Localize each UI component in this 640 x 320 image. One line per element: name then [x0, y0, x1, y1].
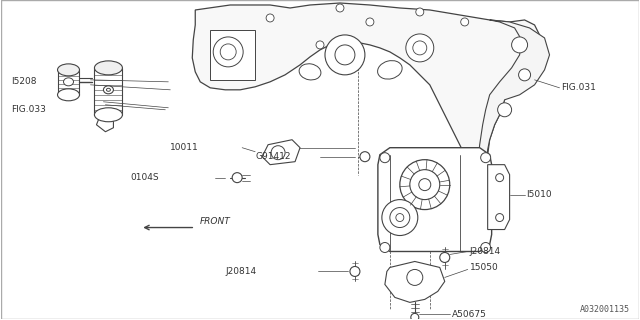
- Circle shape: [316, 41, 324, 49]
- Ellipse shape: [106, 88, 111, 91]
- Circle shape: [232, 173, 242, 183]
- Text: I5208: I5208: [11, 77, 36, 86]
- Circle shape: [419, 179, 431, 191]
- Polygon shape: [477, 20, 550, 175]
- Circle shape: [461, 18, 468, 26]
- Polygon shape: [378, 148, 492, 252]
- Ellipse shape: [378, 60, 402, 79]
- Ellipse shape: [58, 89, 79, 101]
- Polygon shape: [262, 140, 300, 165]
- Circle shape: [407, 269, 423, 285]
- Circle shape: [400, 160, 450, 210]
- Circle shape: [382, 200, 418, 236]
- Circle shape: [325, 35, 365, 75]
- Circle shape: [271, 146, 285, 160]
- Text: G91412: G91412: [255, 152, 291, 161]
- Circle shape: [406, 34, 434, 62]
- Circle shape: [518, 69, 531, 81]
- Text: FIG.033: FIG.033: [11, 105, 45, 114]
- Circle shape: [410, 170, 440, 200]
- Circle shape: [511, 37, 527, 53]
- Text: J20814: J20814: [225, 267, 256, 276]
- Ellipse shape: [95, 61, 122, 75]
- Polygon shape: [58, 70, 79, 95]
- Text: FIG.031: FIG.031: [561, 83, 596, 92]
- Text: J20814: J20814: [470, 247, 501, 256]
- Polygon shape: [488, 165, 509, 229]
- Circle shape: [350, 267, 360, 276]
- Circle shape: [416, 8, 424, 16]
- Circle shape: [495, 174, 504, 182]
- Circle shape: [266, 14, 274, 22]
- Text: A032001135: A032001135: [579, 305, 629, 314]
- Ellipse shape: [104, 86, 113, 94]
- Circle shape: [380, 153, 390, 163]
- Ellipse shape: [299, 64, 321, 80]
- Circle shape: [335, 45, 355, 65]
- Circle shape: [336, 4, 344, 12]
- Ellipse shape: [58, 64, 79, 76]
- Circle shape: [495, 213, 504, 221]
- Text: 10011: 10011: [170, 143, 199, 152]
- Polygon shape: [385, 261, 445, 302]
- Circle shape: [481, 153, 491, 163]
- Circle shape: [390, 208, 410, 228]
- Text: 0104S: 0104S: [131, 173, 159, 182]
- Circle shape: [220, 44, 236, 60]
- Circle shape: [366, 18, 374, 26]
- Text: I5010: I5010: [527, 190, 552, 199]
- Ellipse shape: [63, 78, 74, 86]
- Polygon shape: [97, 115, 113, 132]
- Text: A50675: A50675: [452, 310, 486, 319]
- Text: 15050: 15050: [470, 263, 499, 272]
- Ellipse shape: [95, 108, 122, 122]
- Circle shape: [396, 213, 404, 221]
- Circle shape: [411, 313, 419, 320]
- Circle shape: [498, 103, 511, 117]
- Circle shape: [413, 41, 427, 55]
- Circle shape: [213, 37, 243, 67]
- Circle shape: [380, 243, 390, 252]
- Circle shape: [481, 243, 491, 252]
- Polygon shape: [210, 30, 255, 80]
- Text: FRONT: FRONT: [200, 217, 231, 226]
- Polygon shape: [192, 3, 540, 175]
- Circle shape: [360, 152, 370, 162]
- Circle shape: [440, 252, 450, 262]
